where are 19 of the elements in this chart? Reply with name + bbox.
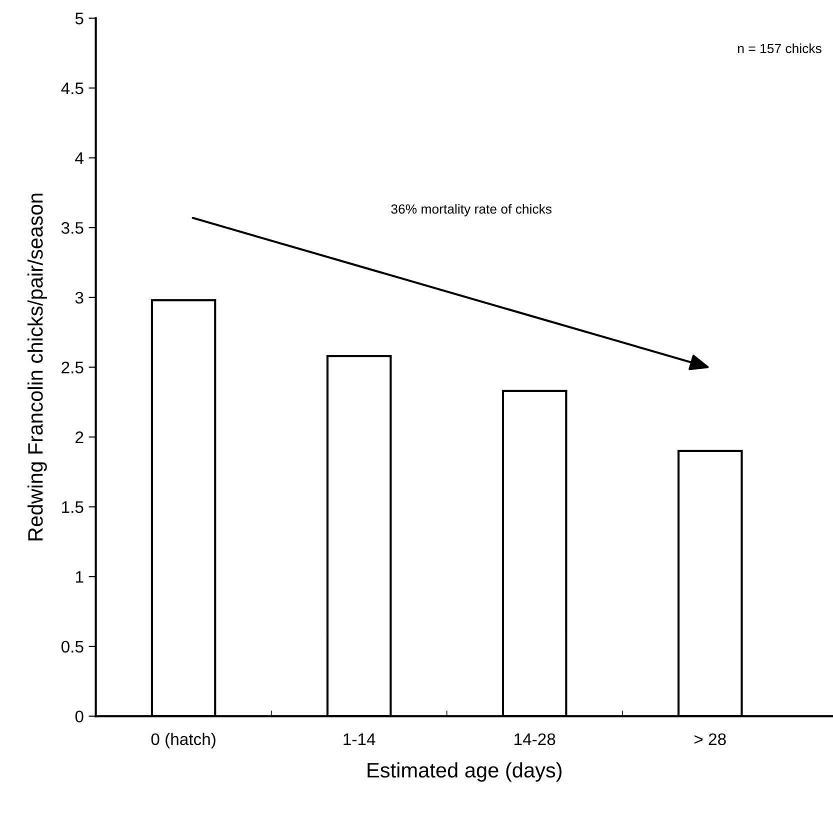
x-axis-title: Estimated age (days) [368, 762, 562, 782]
x-tick-label: 14-28 [514, 733, 556, 746]
y-tick-label: 4 [75, 152, 84, 164]
y-tick-label: 0.5 [61, 640, 84, 653]
y-tick-label: 2 [76, 431, 84, 444]
y-tick-label: 5 [75, 12, 84, 24]
y-tick-label: 2.5 [62, 362, 84, 374]
x-tick-label: 1-14 [344, 734, 376, 745]
x-tick-label: 0 (hatch) [151, 732, 216, 748]
y-tick-label: 3 [75, 292, 84, 304]
x-tick-label: > 28 [694, 733, 726, 746]
y-tick-label: 4.5 [61, 82, 84, 94]
y-tick-label: 1.5 [62, 501, 84, 514]
annotation: 36% mortality rate of chicks [391, 204, 552, 216]
y-tick-label: 1 [76, 571, 84, 583]
y-tick-label: 0 [75, 710, 84, 722]
y-axis-title: Redwing Francolin chicks/pair/season [28, 194, 47, 540]
y-tick-label: 3.5 [61, 222, 84, 234]
annotation: n = 157 chicks [738, 43, 822, 54]
